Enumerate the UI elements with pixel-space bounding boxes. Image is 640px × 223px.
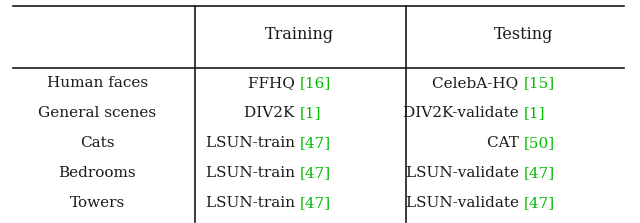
Text: LSUN-train: LSUN-train: [205, 136, 300, 150]
Text: CAT: CAT: [487, 136, 524, 150]
Text: [47]: [47]: [300, 136, 331, 150]
Text: Towers: Towers: [70, 196, 125, 211]
Text: Training: Training: [265, 26, 334, 43]
Text: General scenes: General scenes: [38, 106, 156, 120]
Text: [15]: [15]: [524, 76, 555, 90]
Text: LSUN-validate: LSUN-validate: [406, 196, 524, 211]
Text: Testing: Testing: [494, 26, 553, 43]
Text: FFHQ: FFHQ: [248, 76, 300, 90]
Text: LSUN-train: LSUN-train: [205, 196, 300, 211]
Text: DIV2K-validate: DIV2K-validate: [403, 106, 524, 120]
Text: [1]: [1]: [300, 106, 321, 120]
Text: CelebA-HQ: CelebA-HQ: [433, 76, 524, 90]
Text: [1]: [1]: [524, 106, 545, 120]
Text: [16]: [16]: [300, 76, 331, 90]
Text: [47]: [47]: [300, 166, 331, 180]
Text: [50]: [50]: [524, 136, 555, 150]
Text: [47]: [47]: [524, 166, 555, 180]
Text: [47]: [47]: [524, 196, 555, 211]
Text: LSUN-train: LSUN-train: [205, 166, 300, 180]
Text: LSUN-validate: LSUN-validate: [406, 166, 524, 180]
Text: Human faces: Human faces: [47, 76, 148, 90]
Text: Bedrooms: Bedrooms: [58, 166, 136, 180]
Text: Cats: Cats: [80, 136, 115, 150]
Text: DIV2K: DIV2K: [244, 106, 300, 120]
Text: [47]: [47]: [300, 196, 331, 211]
